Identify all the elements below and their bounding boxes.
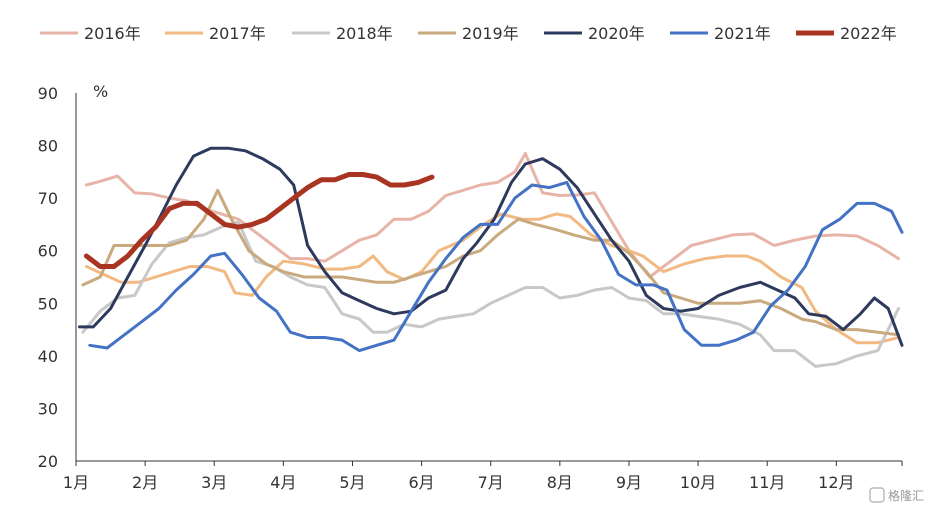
- legend-item: 2018年: [292, 24, 393, 43]
- y-axis: 20 30 40 50 60 70 80 90: [38, 84, 77, 471]
- watermark-text: 格隆汇: [888, 488, 924, 503]
- legend-label: 2016年: [84, 24, 141, 43]
- y-tick-label: 70: [38, 189, 58, 208]
- series-line-2018年: [81, 220, 900, 368]
- x-tick-label: 1月: [63, 473, 89, 492]
- x-axis: 1月 2月 3月 4月 5月 6月 7月 8月 9月 10月 11月 12月: [63, 460, 903, 492]
- legend-label: 2017年: [209, 24, 266, 43]
- legend-label: 2020年: [588, 24, 645, 43]
- watermark-logo-icon: [869, 487, 885, 503]
- x-tick-label: 9月: [616, 473, 642, 492]
- series-line-2019年: [81, 188, 900, 337]
- legend-item: 2020年: [544, 24, 645, 43]
- legend-item: 2021年: [670, 24, 771, 43]
- y-tick-label: 40: [38, 347, 58, 366]
- x-tick-label: 5月: [339, 473, 365, 492]
- x-tick-label: 8月: [547, 473, 573, 492]
- legend-label: 2022年: [840, 24, 897, 43]
- legend-item: 2016年: [40, 24, 141, 43]
- series-line-2022年: [83, 172, 435, 269]
- series-line-2017年: [84, 212, 900, 345]
- legend-label: 2018年: [336, 24, 393, 43]
- y-tick-label: 50: [38, 294, 58, 313]
- y-tick-label: 80: [38, 137, 58, 156]
- y-tick-label: 30: [38, 399, 58, 418]
- legend-item: 2019年: [418, 24, 519, 43]
- legend-item: 2017年: [165, 24, 266, 43]
- x-tick-label: 4月: [270, 473, 296, 492]
- x-tick-label: 2月: [132, 473, 158, 492]
- y-tick-label: 90: [38, 84, 58, 103]
- plot-lines: [78, 146, 904, 368]
- y-tick-label: 60: [38, 242, 58, 261]
- y-tick-label: 20: [38, 452, 58, 471]
- legend-item: 2022年: [796, 24, 897, 43]
- legend-label: 2019年: [462, 24, 519, 43]
- series-line-2020年: [78, 146, 904, 347]
- x-tick-label: 6月: [409, 473, 435, 492]
- watermark: 格隆汇: [869, 487, 924, 503]
- x-tick-label: 3月: [201, 473, 227, 492]
- y-unit-label: %: [93, 82, 108, 101]
- x-tick-label: 12月: [818, 473, 854, 492]
- x-tick-label: 11月: [749, 473, 785, 492]
- legend-label: 2021年: [714, 24, 771, 43]
- legend: 2016年 2017年 2018年 2019年 2020年 2021年 2022年: [40, 24, 897, 43]
- series-line-2021年: [88, 180, 904, 353]
- x-tick-label: 7月: [478, 473, 504, 492]
- x-tick-label: 10月: [680, 473, 716, 492]
